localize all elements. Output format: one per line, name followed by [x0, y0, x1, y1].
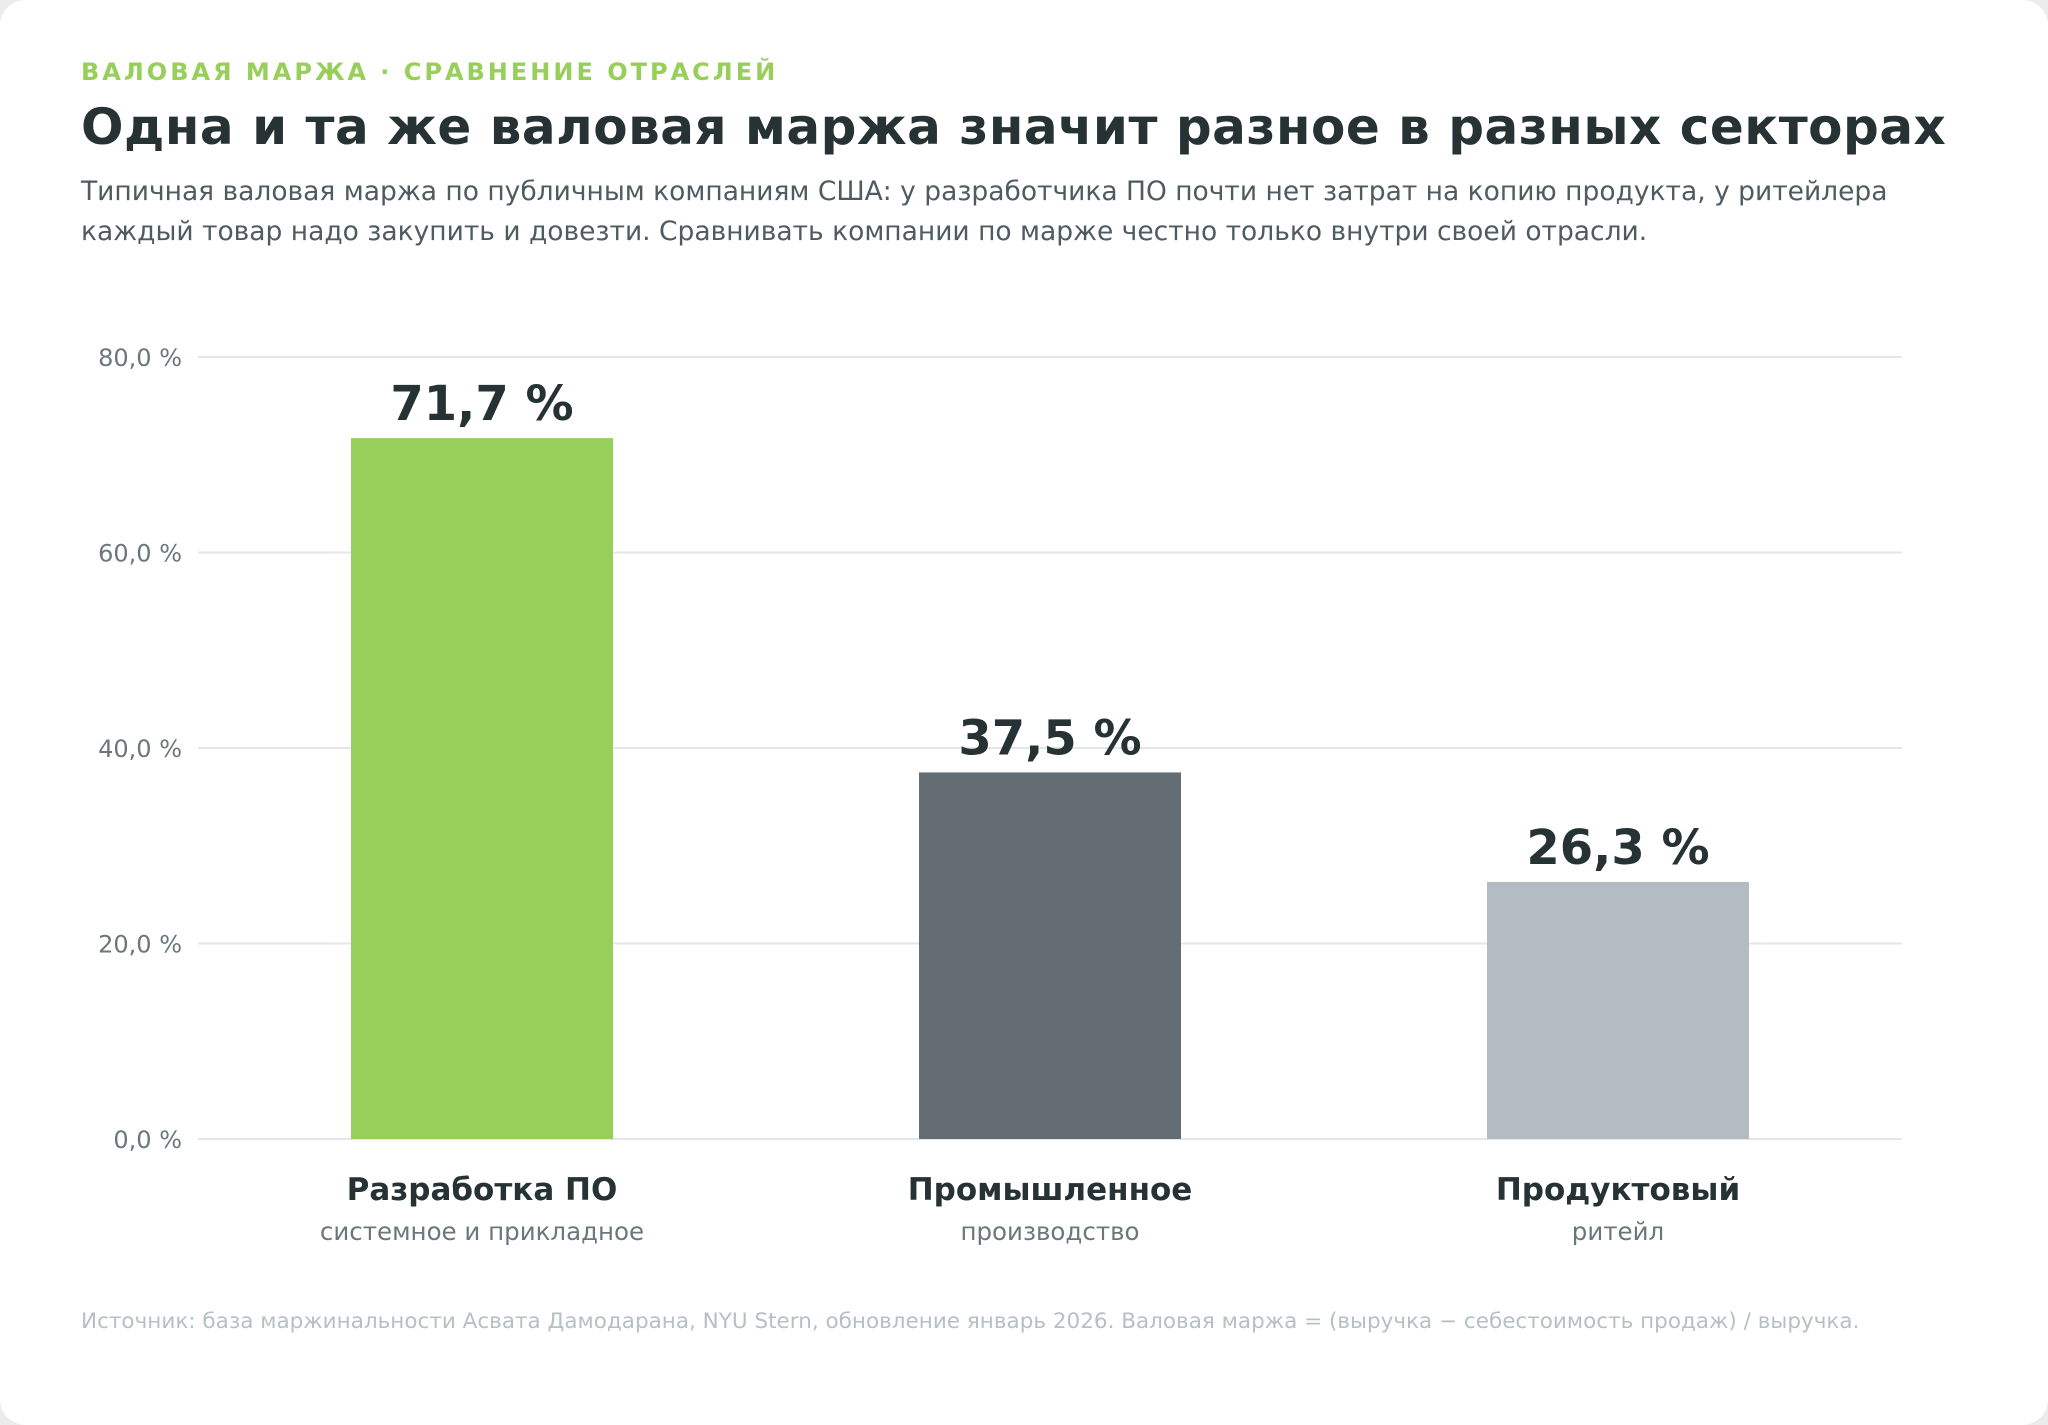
y-axis-ticks: 0,0 % 20,0 % 40,0 % 60,0 % 80,0 % — [98, 344, 182, 1154]
x-axis-labels: Разработка ПО системное и прикладное Промы… — [320, 1172, 1740, 1246]
chart-title: Одна и та же валовая маржа значит разное… — [81, 98, 1947, 156]
value-label: 71,7 % — [390, 376, 573, 432]
value-labels: 71,7 % 37,5 % 26,3 % — [390, 376, 1709, 876]
bar — [1487, 881, 1749, 1139]
value-label: 37,5 % — [958, 710, 1141, 766]
bars — [351, 438, 1749, 1139]
category-label: Промышленное — [908, 1172, 1193, 1208]
chart-subtitle: Типичная валовая маржа по публичным комп… — [81, 176, 1888, 247]
y-tick-label: 20,0 % — [98, 931, 182, 959]
y-tick-label: 80,0 % — [98, 344, 182, 372]
bar — [351, 438, 613, 1139]
y-tick-label: 0,0 % — [113, 1126, 182, 1154]
y-tick-label: 40,0 % — [98, 735, 182, 763]
eyebrow-label: ВАЛОВАЯ МАРЖА · СРАВНЕНИЕ ОТРАСЛЕЙ — [81, 58, 779, 86]
category-sublabel: ритейл — [1572, 1217, 1664, 1246]
category-sublabel: системное и прикладное — [320, 1217, 644, 1246]
value-label: 26,3 % — [1526, 820, 1709, 876]
bar — [919, 772, 1181, 1139]
category-label: Продуктовый — [1496, 1172, 1740, 1208]
category-label: Разработка ПО — [347, 1172, 618, 1208]
category-sublabel: производство — [960, 1217, 1139, 1246]
source-note: Источник: база маржинальности Асвата Дам… — [81, 1309, 1860, 1334]
y-tick-label: 60,0 % — [98, 540, 182, 568]
